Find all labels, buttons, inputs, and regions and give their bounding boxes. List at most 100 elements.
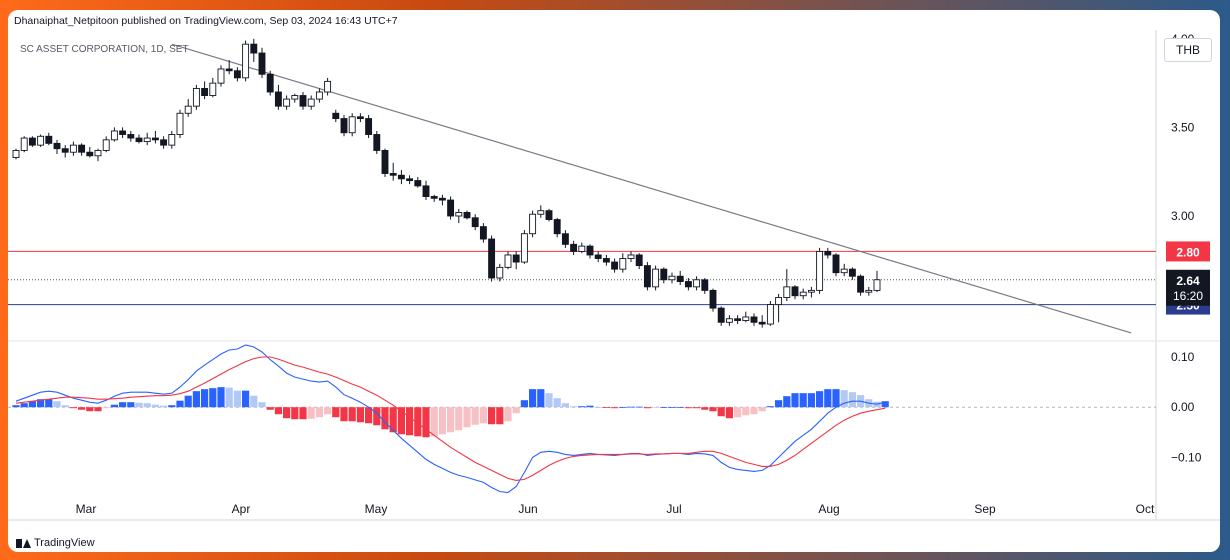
candle-body [684,281,692,288]
candle-body [119,130,127,135]
candle-body [709,289,717,309]
macd-histogram-bar [225,387,233,408]
macd-histogram-bar [734,407,742,418]
macd-histogram-bar [545,393,553,408]
trendline [171,43,1132,334]
candle-body [356,116,364,120]
candle-body [652,268,660,288]
candle-body [734,318,742,321]
horizontal-level-label: 2.80 [1176,245,1200,259]
chart-card: 4.003.503.002.802.502.6416:200.100.00−0.… [8,10,1220,552]
macd-histogram-bar [775,400,783,408]
candle-body [381,150,389,174]
macd-histogram-bar [283,407,291,419]
macd-histogram-bar [61,405,69,408]
tradingview-logo[interactable]: TradingView [16,537,95,549]
macd-histogram-bar [381,407,389,430]
macd-histogram-bar [840,390,848,408]
macd-histogram-bar [422,407,430,438]
candle-body [340,118,348,134]
candle-body [619,258,627,270]
macd-histogram-bar [463,407,471,428]
macd-histogram-bar [635,406,643,408]
macd-histogram-bar [496,407,504,425]
macd-histogram-bar [471,407,479,425]
macd-histogram-bar [168,405,176,408]
macd-histogram-bar [209,388,217,408]
macd-histogram-bar [45,399,53,408]
macd-histogram-bar [742,407,750,416]
candle-body [28,137,36,146]
currency-button[interactable]: THB [1164,38,1212,62]
candle-body [520,233,528,263]
macd-histogram-bar [274,407,282,415]
macd-tick-label: −0.10 [1171,450,1202,464]
macd-histogram-bar [504,407,512,422]
tradingview-brand: TradingView [34,537,95,549]
time-axis-label: Apr [232,502,251,516]
macd-histogram-bar [53,401,61,408]
candle-body [266,73,274,93]
macd-histogram-bar [127,402,135,408]
candle-body [168,134,176,146]
macd-histogram-bar [348,407,356,422]
candle-body [824,250,832,256]
candle-body [504,254,512,268]
signal-line [15,356,886,481]
macd-histogram-bar [176,400,184,408]
time-axis-label: Jul [666,502,681,516]
macd-tick-label: 0.00 [1171,400,1195,414]
macd-histogram-bar [266,407,274,410]
candle-body [750,316,758,323]
macd-histogram-bar [783,396,791,408]
price-tick-label: 3.00 [1171,209,1195,223]
macd-histogram-bar [69,407,77,409]
candle-body [807,289,815,293]
candle-body [438,197,446,201]
candle-body [725,318,733,323]
chart-canvas[interactable]: 4.003.503.002.802.502.6416:200.100.00−0.… [8,10,1220,552]
macd-histogram-bar [143,403,151,408]
candle-body [176,112,184,135]
candle-body [242,43,250,79]
candle-body [373,134,381,151]
candle-body [643,265,651,288]
candle-body [86,151,94,157]
candle-body [324,80,332,93]
macd-histogram-bar [438,407,446,435]
macd-histogram-bar [750,407,758,415]
candle-body [258,52,266,75]
time-axis-label: Mar [76,502,97,516]
candle-body [766,304,774,325]
macd-histogram-bar [832,389,840,408]
macd-histogram-bar [725,407,733,419]
time-axis-label: Sep [974,502,996,516]
candle-body [471,217,479,228]
candle-body [840,268,848,274]
macd-histogram-bar [110,404,118,408]
candle-body [225,68,233,72]
candle-body [873,279,881,291]
candle-body [233,70,241,79]
macd-histogram-bar [389,407,397,433]
candle-body [545,210,553,220]
macd-histogram-bar [332,407,340,418]
candle-body [553,219,561,235]
macd-histogram-bar [619,407,627,409]
symbol-legend[interactable]: SC ASSET CORPORATION, 1D, SET [20,44,189,55]
macd-histogram-bar [701,407,709,410]
candle-body [397,174,405,180]
candle-body [611,261,619,270]
current-price-label: 2.64 [1176,274,1200,288]
macd-histogram-bar [570,406,578,408]
macd-histogram-bar [529,389,537,408]
candle-body [389,173,397,176]
macd-histogram-bar [447,407,455,433]
candle-body [488,238,496,279]
macd-histogram-bar [28,401,36,408]
macd-histogram-bar [78,407,86,410]
candle-body [791,286,799,297]
candle-body [291,95,299,100]
candle-body [594,254,602,259]
macd-tick-label: 0.10 [1171,350,1195,364]
